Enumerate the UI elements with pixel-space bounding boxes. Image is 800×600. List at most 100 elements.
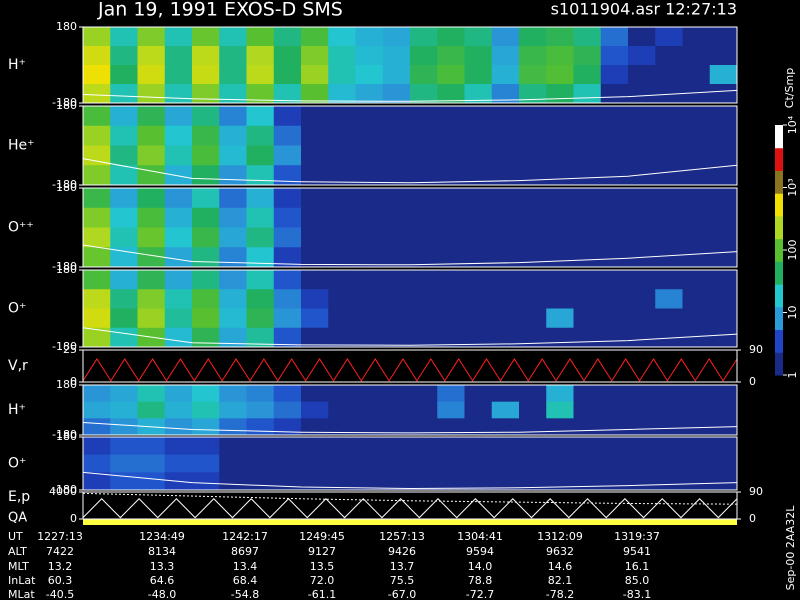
table-cell: 14.6 [548, 560, 573, 573]
heatmap-cell [273, 84, 302, 104]
y2-tick-label: 90 [749, 485, 763, 498]
heatmap-cell [519, 437, 547, 456]
heatmap-cell [273, 165, 302, 186]
heatmap-cell [600, 125, 629, 146]
heatmap-cell [110, 106, 138, 127]
heatmap-cell [491, 65, 520, 85]
table-cell: 1227:13 [37, 530, 83, 543]
heatmap-cell [682, 247, 711, 268]
heatmap-cell [655, 385, 683, 403]
table-cell: 68.4 [233, 574, 258, 587]
heatmap-cell [628, 106, 656, 127]
heatmap-cell [655, 65, 683, 85]
heatmap-cell [519, 145, 547, 166]
heatmap-cell [246, 472, 275, 491]
heatmap-cell [600, 247, 629, 268]
heatmap-cell [164, 418, 193, 436]
heatmap-cell [246, 65, 275, 85]
heatmap-cell [491, 401, 520, 419]
heatmap-cell [328, 385, 356, 403]
heatmap-cell [628, 46, 656, 66]
heatmap-cell [709, 46, 738, 66]
table-cell: -54.8 [231, 588, 259, 600]
heatmap-cell [410, 106, 438, 127]
heatmap-cell [219, 289, 247, 309]
heatmap-cell [437, 65, 465, 85]
heatmap-cell [219, 65, 247, 85]
heatmap-cell [546, 145, 574, 166]
heatmap-cell [273, 27, 302, 47]
heatmap-cell [519, 84, 547, 104]
overlay-curve [82, 158, 738, 184]
heatmap-cell [682, 327, 711, 348]
heatmap-cell [410, 165, 438, 186]
heatmap-cell [519, 270, 547, 290]
panel-frame [82, 349, 738, 383]
heatmap-cell [192, 46, 220, 66]
table-cell: 1249:45 [299, 530, 345, 543]
heatmap-cell [110, 401, 138, 419]
series-line [82, 358, 738, 382]
heatmap-cell [573, 472, 602, 491]
heatmap-cell [491, 454, 520, 473]
heatmap-cell [328, 106, 356, 127]
heatmap-cell [628, 454, 656, 473]
colorbar-step [775, 329, 783, 353]
heatmap-cell [355, 46, 384, 66]
heatmap-cell [682, 270, 711, 290]
heatmap-cell [83, 437, 111, 456]
heatmap-cell [328, 247, 356, 268]
heatmap-cell [137, 106, 166, 127]
heatmap-cell [192, 437, 220, 456]
heatmap-cell [301, 289, 329, 309]
heatmap-cell [573, 385, 602, 403]
heatmap-cell [573, 125, 602, 146]
heatmap-cell [437, 437, 465, 456]
heatmap-cell [137, 27, 166, 47]
colorbar-label: Ct/Smp [783, 68, 796, 108]
heatmap-cell [301, 125, 329, 146]
heatmap-cell [628, 401, 656, 419]
table-cell: 7422 [46, 545, 74, 558]
heatmap-cell [219, 270, 247, 290]
heatmap-cell [164, 270, 193, 290]
heatmap-cell [655, 247, 683, 268]
heatmap-cell [219, 188, 247, 209]
heatmap-cell [437, 165, 465, 186]
y-tick-label: -180 [52, 340, 77, 353]
heatmap-cell [573, 65, 602, 85]
heatmap-cell [83, 46, 111, 66]
heatmap-cell [628, 308, 656, 329]
heatmap-cell [464, 289, 493, 309]
heatmap-cell [546, 270, 574, 290]
heatmap-cell [655, 270, 683, 290]
heatmap-cell [709, 247, 738, 268]
heatmap-cell [464, 165, 493, 186]
table-cell: 60.3 [48, 574, 73, 587]
heatmap-cell [301, 454, 329, 473]
heatmap-cell [437, 125, 465, 146]
heatmap-cell [682, 227, 711, 248]
heatmap-cell [410, 227, 438, 248]
y-tick-label: 25 [63, 343, 77, 356]
heatmap-cell [355, 247, 384, 268]
heatmap-cell [410, 454, 438, 473]
heatmap-cell [246, 188, 275, 209]
heatmap-cell [546, 106, 574, 127]
heatmap-cell [219, 472, 247, 491]
heatmap-cell [437, 145, 465, 166]
heatmap-cell [192, 327, 220, 348]
heatmap-cell [83, 125, 111, 146]
heatmap-cell [110, 270, 138, 290]
heatmap-cell [192, 385, 220, 403]
heatmap-cell [410, 327, 438, 348]
panel-frame [82, 491, 738, 520]
heatmap-cell [301, 437, 329, 456]
heatmap-cell [246, 270, 275, 290]
heatmap-cell [137, 227, 166, 248]
heatmap-cell [301, 418, 329, 436]
heatmap-cell [491, 385, 520, 403]
table-cell: 9127 [308, 545, 336, 558]
heatmap-cell [382, 247, 411, 268]
